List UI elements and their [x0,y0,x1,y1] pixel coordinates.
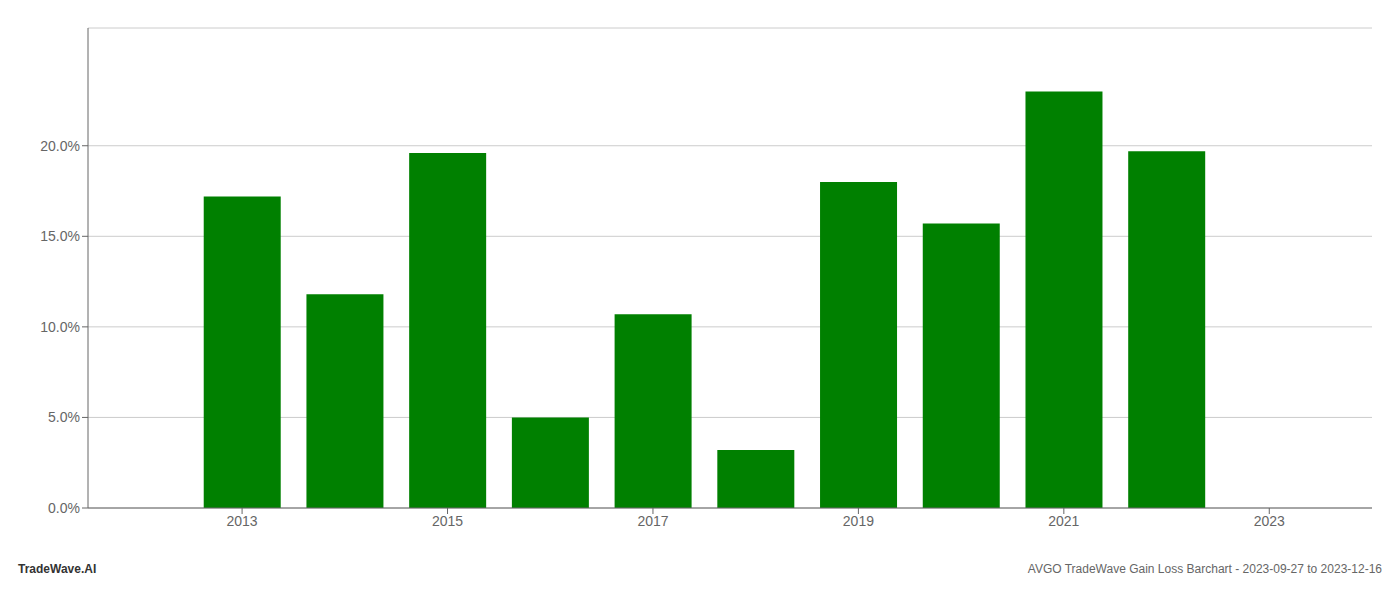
svg-text:10.0%: 10.0% [40,319,80,335]
svg-text:2019: 2019 [843,513,874,529]
svg-text:15.0%: 15.0% [40,228,80,244]
svg-text:2023: 2023 [1254,513,1285,529]
svg-text:0.0%: 0.0% [48,500,80,516]
svg-text:2015: 2015 [432,513,463,529]
svg-text:20.0%: 20.0% [40,138,80,154]
svg-text:2013: 2013 [227,513,258,529]
html-text:AVGO TradeWave Gain Loss Barch: AVGO TradeWave Gain Loss Barchart - 2023… [1027,562,1382,576]
svg-text:5.0%: 5.0% [48,409,80,425]
svg-text:2017: 2017 [637,513,668,529]
svg-text:2021: 2021 [1048,513,1079,529]
html-text:TradeWave.AI: TradeWave.AI [18,562,97,576]
